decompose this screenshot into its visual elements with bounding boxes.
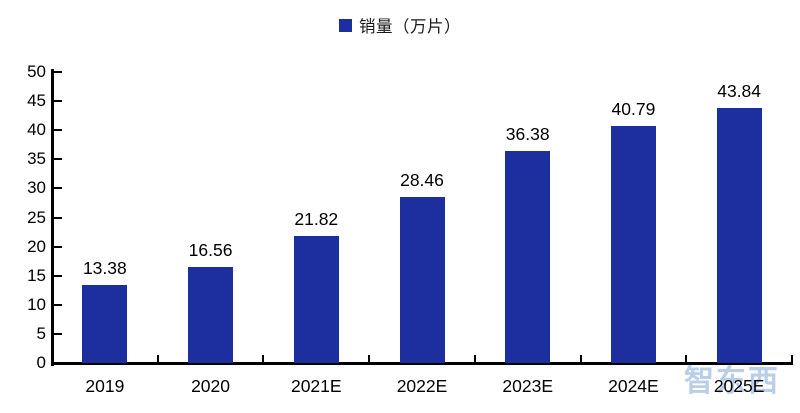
x-axis-category-label: 2020 — [191, 376, 231, 396]
y-axis-tick — [54, 216, 62, 219]
y-axis-tick-label: 45 — [27, 91, 46, 111]
y-axis-tick-label: 5 — [36, 323, 46, 343]
x-axis-tick — [579, 355, 582, 362]
y-axis-tick-label: 15 — [27, 265, 46, 285]
x-axis-category-label: 2024E — [608, 376, 659, 396]
x-axis-category-label: 2021E — [290, 376, 342, 396]
x-axis-category-label: 2023E — [502, 376, 553, 396]
y-axis-tick-label: 0 — [36, 353, 46, 372]
y-axis-tick — [54, 129, 62, 132]
y-axis-tick — [54, 100, 62, 103]
legend-label: 销量（万片） — [359, 18, 461, 36]
legend-swatch-icon — [339, 18, 352, 32]
bar-value-label: 16.56 — [188, 239, 233, 260]
x-axis-category-label: 2019 — [85, 376, 125, 396]
y-axis-tick-label: 20 — [27, 236, 46, 256]
y-axis-tick — [54, 245, 62, 248]
bar — [399, 197, 445, 363]
bar — [716, 107, 762, 363]
x-axis-tick — [791, 355, 793, 362]
bar — [505, 151, 551, 363]
x-axis-tick — [368, 355, 371, 362]
y-axis-tick — [54, 71, 62, 73]
y-axis-tick — [54, 158, 62, 161]
bar — [610, 125, 656, 363]
bar — [82, 285, 128, 363]
bar — [188, 266, 234, 363]
x-axis-tick — [156, 355, 159, 362]
y-axis-tick-label: 35 — [27, 149, 46, 169]
watermark-text: 智东西 — [684, 365, 780, 398]
y-axis-tick-label: 40 — [27, 120, 46, 140]
x-axis-tick — [685, 355, 688, 362]
chart-legend: 销量（万片） — [0, 13, 800, 37]
x-axis-category-label: 2025E — [713, 376, 765, 396]
x-axis-tick — [262, 355, 265, 362]
y-axis-tick — [54, 303, 62, 306]
bar-value-label: 28.46 — [400, 170, 444, 191]
y-axis-tick — [54, 332, 62, 335]
x-axis-category-label: 2022E — [396, 376, 448, 396]
bar-value-label: 36.38 — [505, 124, 550, 145]
y-axis-tick-label: 50 — [27, 62, 46, 81]
y-axis-line — [51, 69, 54, 366]
bar-value-label: 43.84 — [717, 80, 762, 101]
y-axis-tick — [54, 274, 62, 277]
y-axis-tick — [54, 187, 62, 190]
x-axis-line — [51, 362, 793, 365]
bar-value-label: 21.82 — [294, 209, 339, 229]
y-axis-tick-label: 25 — [27, 207, 46, 227]
bar-value-label: 13.38 — [82, 258, 127, 279]
y-axis-tick-label: 30 — [27, 178, 46, 198]
bar — [293, 236, 339, 363]
bar-value-label: 40.79 — [611, 98, 656, 119]
y-axis-tick-label: 10 — [27, 294, 46, 314]
x-axis-tick — [473, 355, 476, 362]
